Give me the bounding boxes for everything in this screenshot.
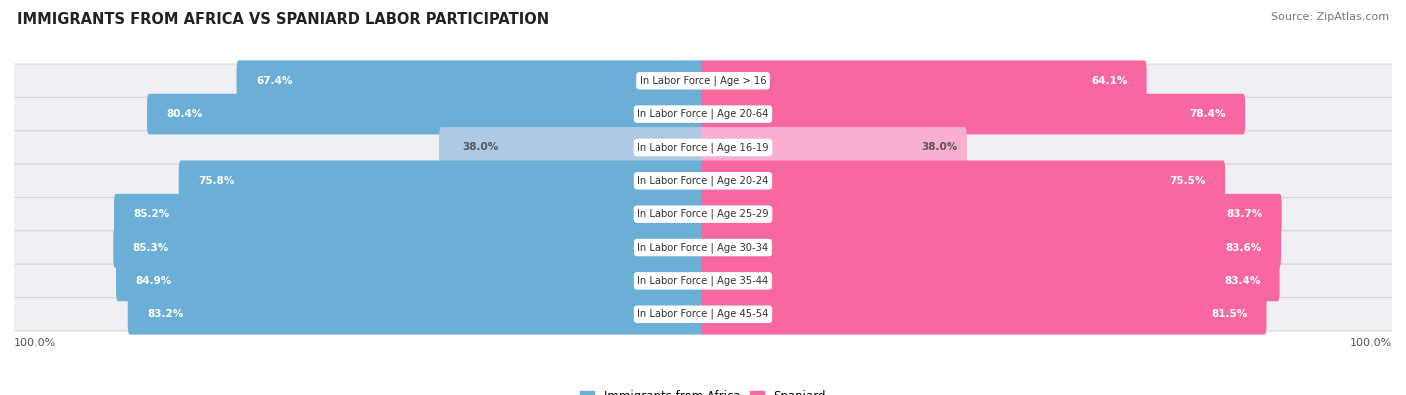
- Text: 100.0%: 100.0%: [14, 338, 56, 348]
- FancyBboxPatch shape: [148, 94, 704, 134]
- Text: 81.5%: 81.5%: [1211, 309, 1247, 319]
- Text: 83.2%: 83.2%: [148, 309, 183, 319]
- FancyBboxPatch shape: [13, 231, 1393, 264]
- FancyBboxPatch shape: [702, 227, 1281, 268]
- Text: 85.3%: 85.3%: [132, 243, 169, 252]
- FancyBboxPatch shape: [702, 94, 1246, 134]
- Text: 85.2%: 85.2%: [134, 209, 170, 219]
- FancyBboxPatch shape: [13, 164, 1393, 198]
- FancyBboxPatch shape: [439, 127, 704, 168]
- Text: 83.6%: 83.6%: [1226, 243, 1261, 252]
- FancyBboxPatch shape: [236, 60, 704, 101]
- FancyBboxPatch shape: [13, 64, 1393, 98]
- FancyBboxPatch shape: [702, 261, 1279, 301]
- FancyBboxPatch shape: [13, 297, 1393, 331]
- FancyBboxPatch shape: [13, 198, 1393, 231]
- FancyBboxPatch shape: [179, 160, 704, 201]
- Text: 75.5%: 75.5%: [1170, 176, 1206, 186]
- FancyBboxPatch shape: [702, 194, 1282, 235]
- FancyBboxPatch shape: [702, 294, 1267, 335]
- FancyBboxPatch shape: [702, 160, 1225, 201]
- Text: 84.9%: 84.9%: [135, 276, 172, 286]
- Text: 83.7%: 83.7%: [1226, 209, 1263, 219]
- Text: In Labor Force | Age 45-54: In Labor Force | Age 45-54: [637, 309, 769, 320]
- Text: In Labor Force | Age 20-64: In Labor Force | Age 20-64: [637, 109, 769, 119]
- Text: In Labor Force | Age 30-34: In Labor Force | Age 30-34: [637, 242, 769, 253]
- Text: 78.4%: 78.4%: [1189, 109, 1226, 119]
- Text: In Labor Force | Age 16-19: In Labor Force | Age 16-19: [637, 142, 769, 153]
- Text: In Labor Force | Age 35-44: In Labor Force | Age 35-44: [637, 276, 769, 286]
- Legend: Immigrants from Africa, Spaniard: Immigrants from Africa, Spaniard: [575, 385, 831, 395]
- Text: In Labor Force | Age 20-24: In Labor Force | Age 20-24: [637, 175, 769, 186]
- FancyBboxPatch shape: [128, 294, 704, 335]
- Text: IMMIGRANTS FROM AFRICA VS SPANIARD LABOR PARTICIPATION: IMMIGRANTS FROM AFRICA VS SPANIARD LABOR…: [17, 12, 548, 27]
- Text: 83.4%: 83.4%: [1225, 276, 1260, 286]
- Text: 64.1%: 64.1%: [1091, 76, 1128, 86]
- Text: In Labor Force | Age > 16: In Labor Force | Age > 16: [640, 75, 766, 86]
- FancyBboxPatch shape: [702, 60, 1147, 101]
- FancyBboxPatch shape: [114, 227, 704, 268]
- FancyBboxPatch shape: [13, 98, 1393, 131]
- Text: 75.8%: 75.8%: [198, 176, 235, 186]
- Text: Source: ZipAtlas.com: Source: ZipAtlas.com: [1271, 12, 1389, 22]
- FancyBboxPatch shape: [13, 131, 1393, 164]
- Text: 80.4%: 80.4%: [166, 109, 202, 119]
- Text: In Labor Force | Age 25-29: In Labor Force | Age 25-29: [637, 209, 769, 220]
- Text: 100.0%: 100.0%: [1350, 338, 1392, 348]
- Text: 38.0%: 38.0%: [461, 143, 498, 152]
- FancyBboxPatch shape: [702, 127, 967, 168]
- Text: 67.4%: 67.4%: [256, 76, 292, 86]
- FancyBboxPatch shape: [13, 264, 1393, 297]
- Text: 38.0%: 38.0%: [922, 143, 957, 152]
- FancyBboxPatch shape: [114, 194, 704, 235]
- FancyBboxPatch shape: [117, 261, 704, 301]
